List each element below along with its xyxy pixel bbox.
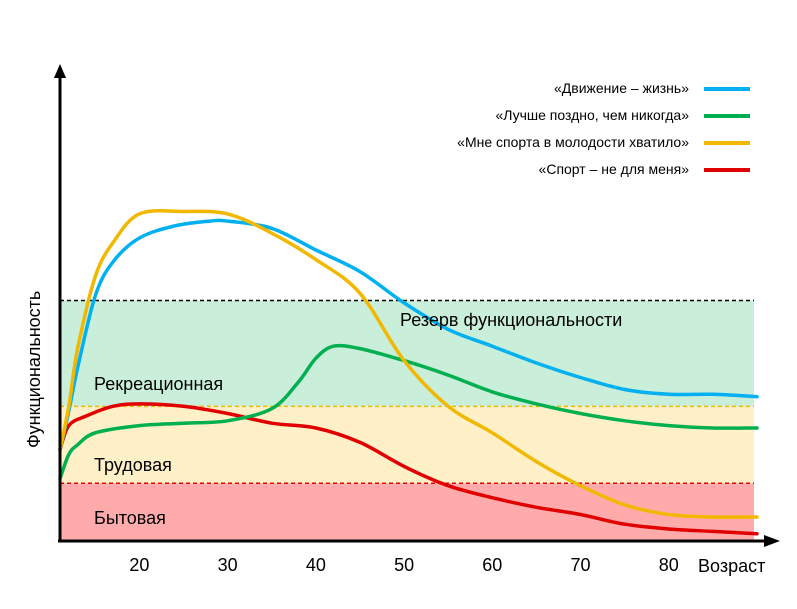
x-axis-title: Возраст [698, 556, 765, 576]
x-tick-label-2: 40 [306, 555, 326, 575]
y-axis-arrow [54, 64, 66, 78]
x-tick-label-5: 70 [571, 555, 591, 575]
legend-entry-0: «Движение – жизнь» [554, 80, 689, 96]
axes-layer [54, 64, 780, 547]
x-tick-label-3: 50 [394, 555, 414, 575]
labels-layer: Бытовая Трудовая Рекреационная Резерв фу… [24, 291, 765, 576]
x-tick-label-1: 30 [218, 555, 238, 575]
zone-label-work: Трудовая [94, 455, 172, 475]
zone-band-0 [61, 483, 754, 541]
x-tick-label-6: 80 [659, 555, 679, 575]
zone-label-household: Бытовая [94, 508, 166, 528]
legend-entry-3: «Спорт – не для меня» [539, 161, 690, 177]
y-axis-title: Функциональность [24, 291, 44, 448]
x-tick-label-4: 60 [482, 555, 502, 575]
series-line-1 [58, 343, 759, 481]
series-layer [58, 209, 759, 536]
ticks-layer: 20 30 40 50 60 70 80 [129, 555, 678, 575]
legend-entry-1: «Лучше поздно, чем никогда» [495, 107, 689, 123]
zone-label-recreation: Рекреационная [94, 374, 223, 394]
legend-entry-2: «Мне спорта в молодости хватило» [457, 134, 689, 150]
series-line-2 [58, 209, 759, 519]
zone-band-2 [61, 300, 754, 407]
x-axis-arrow [764, 535, 780, 547]
x-tick-label-0: 20 [129, 555, 149, 575]
zones-layer [60, 299, 754, 541]
series-line-0 [58, 218, 759, 452]
legend: «Движение – жизнь» «Лучше поздно, чем ник… [457, 80, 750, 177]
series-line-3 [58, 402, 759, 536]
reserve-label: Резерв функциональности [400, 310, 622, 330]
zone-band-1 [61, 406, 754, 484]
